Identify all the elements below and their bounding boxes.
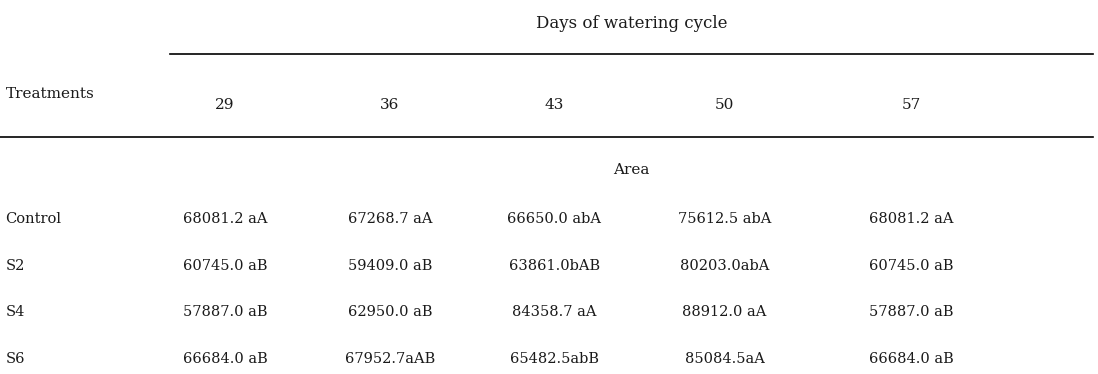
Text: 63861.0bAB: 63861.0bAB — [509, 258, 600, 273]
Text: 68081.2 aA: 68081.2 aA — [870, 212, 953, 226]
Text: 66684.0 aB: 66684.0 aB — [869, 352, 954, 366]
Text: 67952.7aAB: 67952.7aAB — [345, 352, 435, 366]
Text: S6: S6 — [5, 352, 25, 366]
Text: 36: 36 — [380, 98, 400, 112]
Text: S2: S2 — [5, 258, 25, 273]
Text: 66650.0 abA: 66650.0 abA — [507, 212, 602, 226]
Text: 80203.0abA: 80203.0abA — [680, 258, 770, 273]
Text: 65482.5abB: 65482.5abB — [509, 352, 600, 366]
Text: 50: 50 — [715, 98, 735, 112]
Text: 60745.0 aB: 60745.0 aB — [183, 258, 267, 273]
Text: Treatments: Treatments — [5, 86, 94, 101]
Text: 84358.7 aA: 84358.7 aA — [513, 305, 596, 319]
Text: 85084.5aA: 85084.5aA — [685, 352, 764, 366]
Text: 29: 29 — [215, 98, 235, 112]
Text: Area: Area — [613, 163, 650, 177]
Text: 57: 57 — [901, 98, 921, 112]
Text: 62950.0 aB: 62950.0 aB — [348, 305, 432, 319]
Text: Days of watering cycle: Days of watering cycle — [536, 15, 727, 32]
Text: Control: Control — [5, 212, 61, 226]
Text: 75612.5 abA: 75612.5 abA — [677, 212, 772, 226]
Text: 67268.7 aA: 67268.7 aA — [348, 212, 432, 226]
Text: S4: S4 — [5, 305, 25, 319]
Text: 88912.0 aA: 88912.0 aA — [683, 305, 766, 319]
Text: 43: 43 — [545, 98, 564, 112]
Text: 68081.2 aA: 68081.2 aA — [183, 212, 267, 226]
Text: 59409.0 aB: 59409.0 aB — [348, 258, 432, 273]
Text: 57887.0 aB: 57887.0 aB — [870, 305, 953, 319]
Text: 66684.0 aB: 66684.0 aB — [182, 352, 268, 366]
Text: 60745.0 aB: 60745.0 aB — [870, 258, 953, 273]
Text: 57887.0 aB: 57887.0 aB — [183, 305, 267, 319]
